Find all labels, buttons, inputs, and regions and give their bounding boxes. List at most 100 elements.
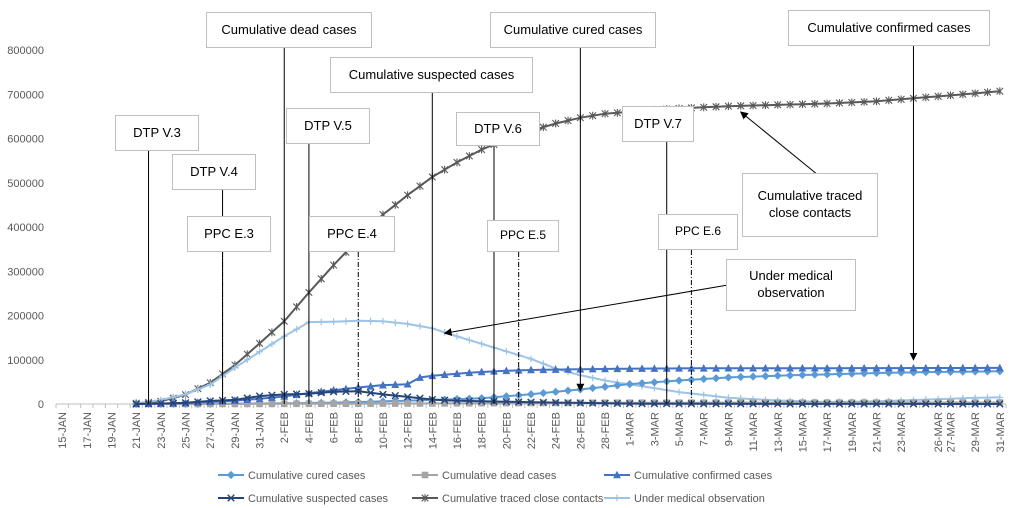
data-point <box>699 374 708 384</box>
x-tick-label: 10-FEB <box>378 412 390 449</box>
data-point <box>910 399 917 406</box>
x-tick-label: 31-JAN <box>255 412 267 449</box>
data-point <box>600 382 610 391</box>
data-point <box>650 399 659 408</box>
x-tick-label: 7-MAR <box>699 412 711 446</box>
x-tick-label: 23-JAN <box>156 412 168 449</box>
x-tick-label: 9-MAR <box>723 412 735 446</box>
data-point <box>416 373 424 381</box>
annotation-confirmed-cases: Cumulative confirmed cases <box>788 10 990 46</box>
data-point <box>922 400 930 408</box>
data-point <box>885 96 893 105</box>
legend-item: Under medical observation <box>604 493 765 505</box>
annotation-ppc-e3: PPC E.3 <box>187 216 271 252</box>
data-point <box>292 390 301 398</box>
x-tick-label: 3-MAR <box>649 412 661 446</box>
data-point <box>773 371 782 380</box>
data-point <box>823 99 831 108</box>
data-point <box>835 99 844 107</box>
data-point <box>835 363 844 372</box>
x-tick-label: 26-FEB <box>575 412 587 449</box>
data-point <box>226 470 236 480</box>
annotation-traced-close-contacts: Cumulative traced close contacts <box>742 173 878 237</box>
data-point <box>366 382 375 390</box>
data-point <box>761 400 770 408</box>
data-point <box>748 372 758 381</box>
legend-label: Cumulative traced close contacts <box>442 493 604 505</box>
data-point <box>996 400 1004 408</box>
x-tick-label: 16-FEB <box>452 412 464 449</box>
x-tick-label: 17-MAR <box>822 412 834 452</box>
data-point <box>724 373 733 382</box>
data-point <box>675 364 683 372</box>
data-point <box>330 400 337 408</box>
data-point <box>391 380 400 388</box>
y-tick-label: 200000 <box>7 311 44 323</box>
data-point <box>700 103 708 112</box>
data-point <box>625 379 634 389</box>
data-point <box>526 390 536 399</box>
x-tick-label: 20-FEB <box>501 412 513 449</box>
data-point <box>403 379 412 388</box>
data-point <box>194 386 202 393</box>
data-point <box>712 363 720 372</box>
observation-pointer <box>443 284 729 336</box>
data-point <box>675 399 683 408</box>
y-tick-label: 600000 <box>7 134 44 146</box>
data-point <box>613 470 621 479</box>
data-point <box>563 386 573 395</box>
data-point <box>983 363 992 372</box>
data-point <box>268 328 276 337</box>
annotation-cured-cases: Cumulative cured cases <box>490 12 656 48</box>
data-point <box>465 397 474 405</box>
data-point <box>268 393 276 401</box>
data-point <box>774 100 782 109</box>
data-point <box>996 399 1004 406</box>
data-point <box>330 318 337 325</box>
data-point <box>799 399 806 406</box>
data-point <box>477 145 486 154</box>
annotation-suspected-cases: Cumulative suspected cases <box>330 57 533 93</box>
data-point <box>478 399 485 407</box>
data-point <box>588 383 597 393</box>
data-point <box>169 399 178 407</box>
data-point <box>440 165 449 174</box>
data-point <box>798 370 807 380</box>
data-point <box>231 400 239 408</box>
data-point <box>231 396 239 404</box>
data-point <box>366 389 375 397</box>
data-point <box>860 399 868 406</box>
data-point <box>884 368 893 377</box>
data-point <box>317 318 325 326</box>
data-point <box>786 363 794 372</box>
annotation-ppc-e6: PPC E.6 <box>658 214 738 250</box>
legend-label: Cumulative cured cases <box>248 470 366 482</box>
data-point <box>884 400 893 408</box>
data-point <box>959 90 967 99</box>
data-point <box>539 123 548 132</box>
legend-label: Cumulative suspected cases <box>248 493 389 505</box>
data-point <box>921 368 930 377</box>
data-point <box>872 363 881 372</box>
data-point <box>922 399 930 406</box>
annotation-arrows <box>148 46 918 404</box>
data-point <box>477 367 486 376</box>
data-point <box>971 363 980 372</box>
data-point <box>421 494 429 502</box>
data-point <box>785 371 795 380</box>
data-point <box>724 363 733 372</box>
data-point <box>404 400 411 407</box>
data-point <box>243 395 252 403</box>
annotation-dtp-v3: DTP V.3 <box>115 115 199 151</box>
data-point <box>465 152 474 160</box>
data-point <box>711 374 721 383</box>
data-point <box>971 400 979 408</box>
annotation-dtp-v6: DTP V.6 <box>456 112 540 146</box>
data-point <box>983 88 992 97</box>
data-point <box>206 397 215 405</box>
data-point <box>921 363 930 372</box>
data-point <box>749 363 757 372</box>
data-point <box>256 400 263 408</box>
data-point <box>466 336 473 344</box>
x-tick-label: 21-MAR <box>871 412 883 452</box>
